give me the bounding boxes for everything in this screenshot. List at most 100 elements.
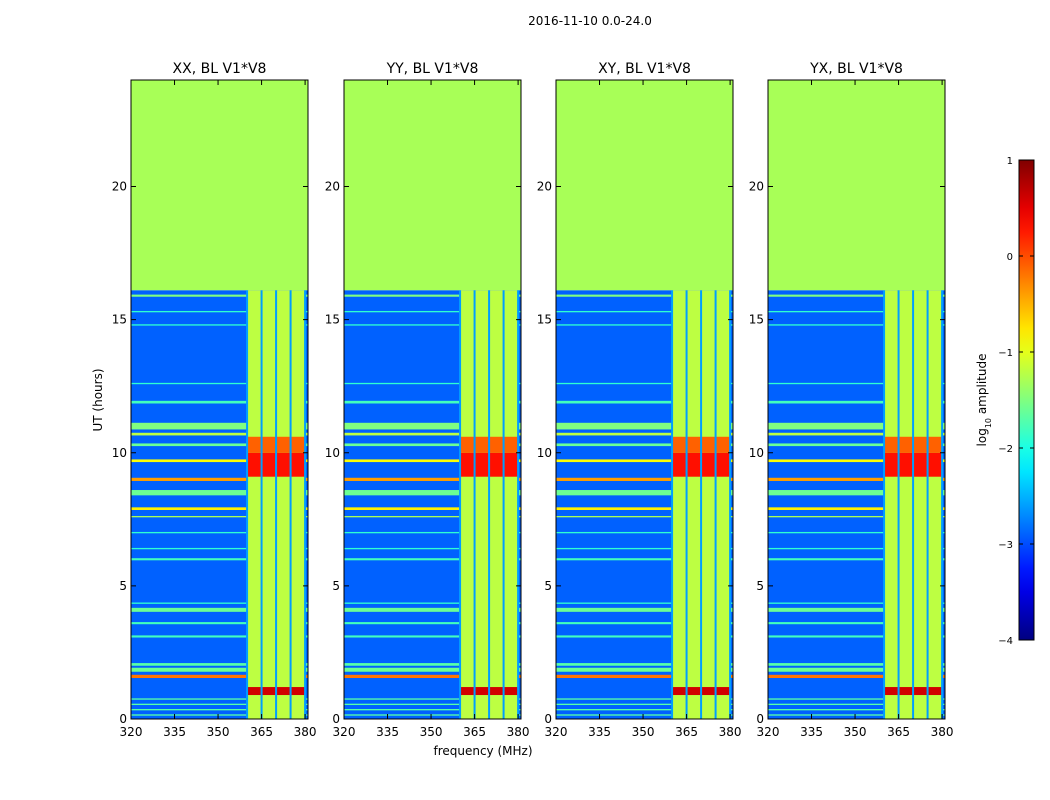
x-tick-label: 335	[163, 725, 186, 739]
stripe	[768, 459, 945, 463]
stripe	[556, 443, 733, 447]
y-tick-label: 20	[112, 180, 127, 194]
stripe	[556, 294, 733, 297]
stripe	[556, 698, 733, 700]
stripe	[768, 294, 945, 297]
stripe	[344, 547, 521, 550]
stripe	[556, 709, 733, 711]
colorbar-label: log10 amplitude	[975, 354, 993, 447]
subband-edge	[473, 290, 476, 719]
stripe	[131, 622, 308, 625]
y-tick-label: 10	[537, 446, 552, 460]
stripe	[768, 667, 945, 672]
stripe	[344, 507, 521, 510]
stripe	[344, 635, 521, 638]
stripe	[768, 515, 945, 518]
x-tick-label: 335	[800, 725, 823, 739]
no-data-fill	[131, 80, 308, 291]
x-tick-label: 320	[333, 725, 356, 739]
stripe	[131, 490, 308, 496]
panel-title: YY, BL V1*V8	[386, 61, 479, 77]
x-tick-label: 365	[887, 725, 910, 739]
panel-xx-image	[131, 80, 308, 719]
stripe	[556, 622, 733, 625]
stripe	[768, 400, 945, 404]
stripe	[344, 477, 521, 481]
y-tick-label: 15	[537, 313, 552, 327]
stripe	[344, 310, 521, 313]
y-tick-label: 5	[544, 579, 552, 593]
y-tick-label: 20	[537, 180, 552, 194]
stripe	[556, 663, 733, 666]
stripe	[131, 698, 308, 700]
subband-edge	[517, 290, 520, 719]
stripe	[556, 382, 733, 385]
colorbar-tick-label: 0	[1007, 252, 1013, 263]
stripe	[556, 635, 733, 638]
stripe	[131, 294, 308, 297]
x-tick-label: 365	[463, 725, 486, 739]
stripe	[768, 709, 945, 711]
x-tick-label: 365	[675, 725, 698, 739]
y-tick-label: 10	[112, 446, 127, 460]
stripe	[344, 667, 521, 672]
y-tick-label: 20	[749, 180, 764, 194]
stripe	[131, 459, 308, 463]
x-tick-label: 320	[545, 725, 568, 739]
y-tick-label: 15	[749, 313, 764, 327]
stripe	[131, 602, 308, 604]
stripe	[768, 547, 945, 550]
y-tick-label: 0	[756, 712, 764, 726]
stripe	[131, 324, 308, 326]
stripe	[768, 714, 945, 716]
panel-title: YX, BL V1*V8	[809, 61, 903, 77]
y-tick-label: 5	[756, 579, 764, 593]
subband-edge	[685, 290, 688, 719]
stripe	[131, 667, 308, 672]
stripe	[556, 558, 733, 561]
stripe	[768, 607, 945, 612]
stripe	[768, 703, 945, 706]
y-tick-label: 10	[749, 446, 764, 460]
x-tick-label: 350	[844, 725, 867, 739]
stripe	[131, 714, 308, 716]
stripe	[768, 674, 945, 678]
panel-frame	[130, 79, 309, 720]
stripe	[131, 531, 308, 534]
stripe	[768, 558, 945, 561]
stripe	[556, 422, 733, 430]
stripe	[768, 432, 945, 436]
x-tick-label: 350	[207, 725, 230, 739]
stripe	[344, 714, 521, 716]
stripe	[344, 622, 521, 625]
y-tick-label: 0	[544, 712, 552, 726]
no-data-fill	[768, 80, 945, 291]
stripe	[131, 515, 308, 518]
x-tick-label: 350	[632, 725, 655, 739]
stripe	[344, 602, 521, 604]
x-tick-label: 335	[588, 725, 611, 739]
stripe	[131, 507, 308, 510]
stripe	[768, 507, 945, 510]
stripe	[344, 515, 521, 518]
subband-edge	[304, 290, 307, 719]
stripe	[768, 698, 945, 700]
stripe	[344, 607, 521, 612]
subband-edge	[912, 290, 915, 719]
stripe	[768, 324, 945, 326]
no-data-fill	[556, 80, 733, 291]
y-tick-label: 10	[325, 446, 340, 460]
stripe	[768, 622, 945, 625]
panel-title: XX, BL V1*V8	[173, 61, 267, 77]
stripe	[556, 507, 733, 510]
stripe	[556, 674, 733, 678]
x-tick-label: 365	[250, 725, 273, 739]
subband-edge	[941, 290, 944, 719]
y-tick-label: 5	[332, 579, 340, 593]
stripe	[768, 477, 945, 481]
stripe	[131, 400, 308, 404]
subband-edge	[246, 290, 249, 719]
stripe	[768, 422, 945, 430]
subband-edge	[488, 290, 491, 719]
